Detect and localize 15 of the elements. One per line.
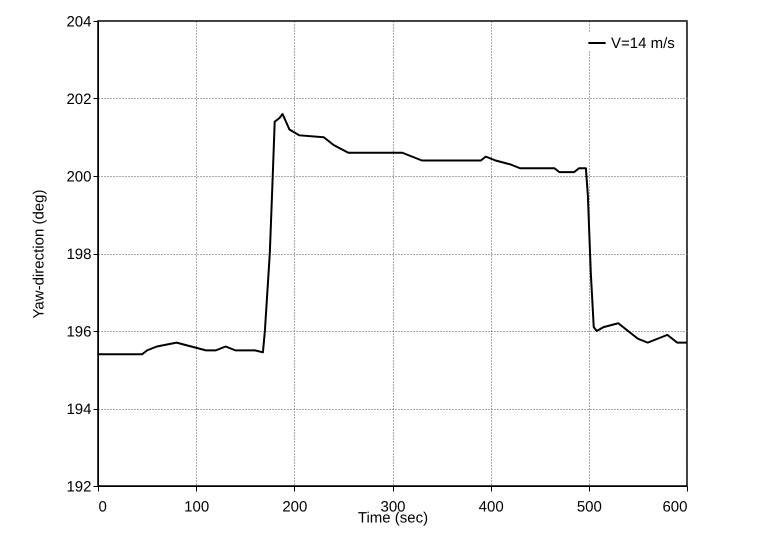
x-tick-label: 500 [576, 498, 602, 516]
y-tick-label: 202 [66, 91, 92, 108]
y-tick-label: 192 [66, 478, 92, 496]
x-tick-label: 600 [662, 498, 688, 516]
y-tick-label: 200 [66, 168, 92, 186]
y-tick-label: 198 [66, 246, 92, 263]
x-tick-label: 100 [184, 498, 210, 516]
y-tick-label: 204 [66, 14, 92, 30]
legend-label: V=14 m/s [611, 35, 675, 52]
x-tick-label: 200 [282, 498, 308, 516]
y-axis-title: Yaw-direction (deg) [30, 190, 48, 318]
y-tick-label: 196 [66, 324, 92, 340]
x-tick-label: 400 [478, 498, 504, 516]
x-tick-label: 0 [98, 498, 107, 516]
y-tick-label: 194 [66, 401, 92, 418]
